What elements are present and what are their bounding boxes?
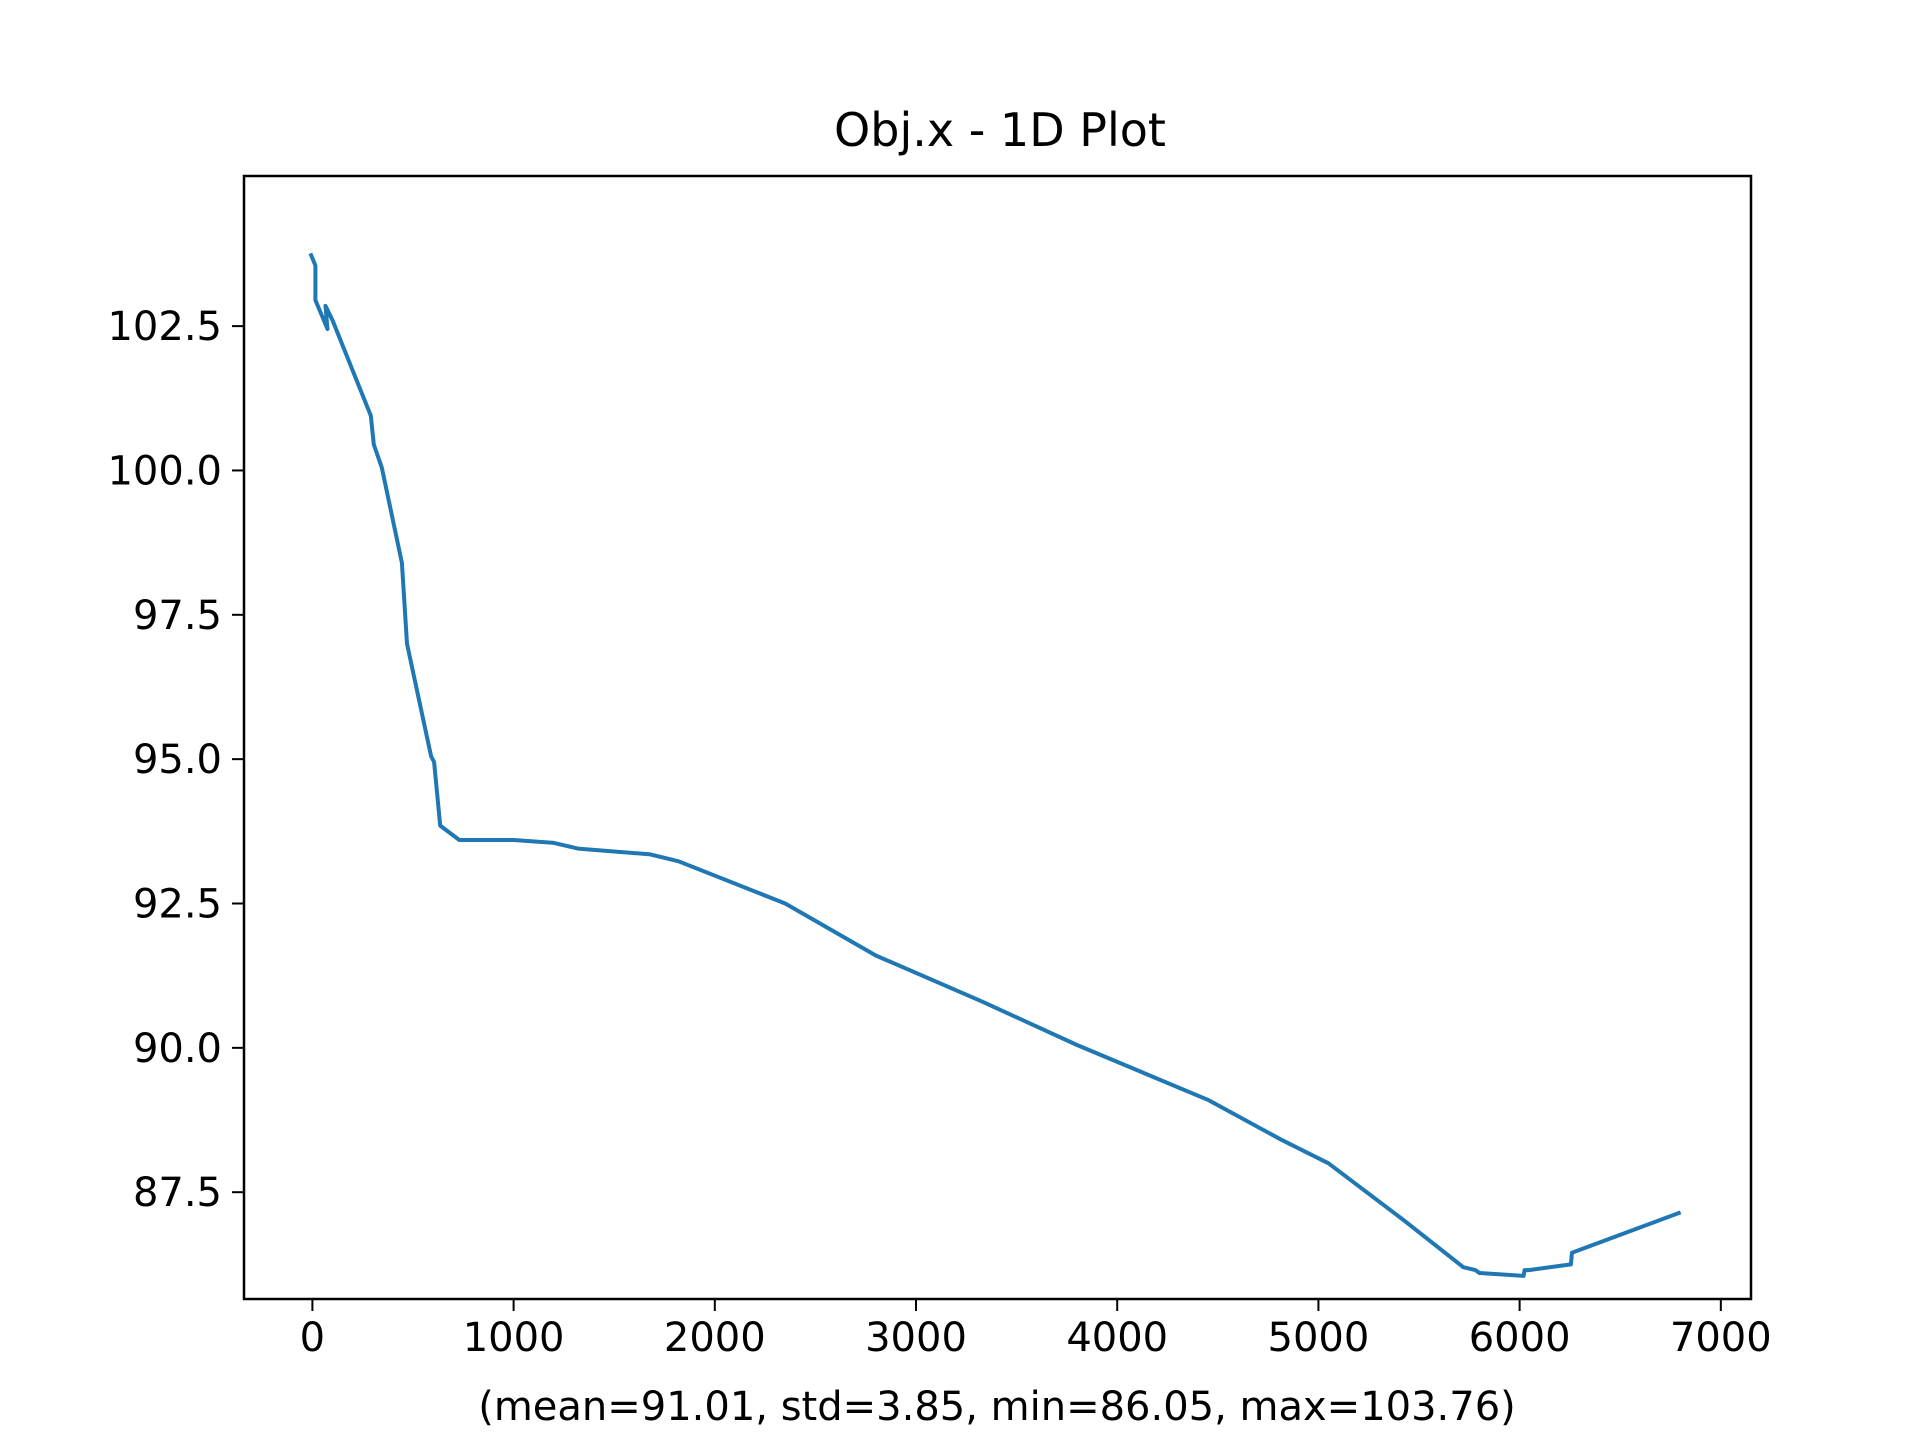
x-tick-label: 1000: [463, 1315, 565, 1361]
y-tick-label: 97.5: [133, 593, 222, 639]
x-tick-label: 6000: [1469, 1315, 1571, 1361]
chart-title: Obj.x - 1D Plot: [834, 103, 1166, 157]
series-line-0: [308, 252, 1682, 1278]
ticks-layer: 0 1000 2000 3000 4000 5000 6000 7000 87.5 90.0 92.…: [107, 304, 1771, 1361]
y-tick-label: 90.0: [133, 1026, 222, 1072]
y-tick-label: 92.5: [133, 881, 222, 927]
plot-layer: [308, 252, 1682, 1278]
x-axis-label: (mean=91.01, std=3.85, min=86.05, max=10…: [478, 1384, 1516, 1430]
x-tick-label: 7000: [1670, 1315, 1772, 1361]
x-tick-label: 2000: [664, 1315, 766, 1361]
y-tick-label: 87.5: [133, 1170, 222, 1216]
x-tick-label: 0: [300, 1315, 325, 1361]
x-tick-label: 5000: [1268, 1315, 1370, 1361]
y-tick-label: 100.0: [107, 448, 222, 494]
x-tick-label: 3000: [865, 1315, 967, 1361]
plot-frame: [242, 174, 1753, 1301]
x-tick-label: 4000: [1066, 1315, 1168, 1361]
y-tick-label: 95.0: [133, 737, 222, 783]
y-tick-label: 102.5: [107, 304, 222, 350]
